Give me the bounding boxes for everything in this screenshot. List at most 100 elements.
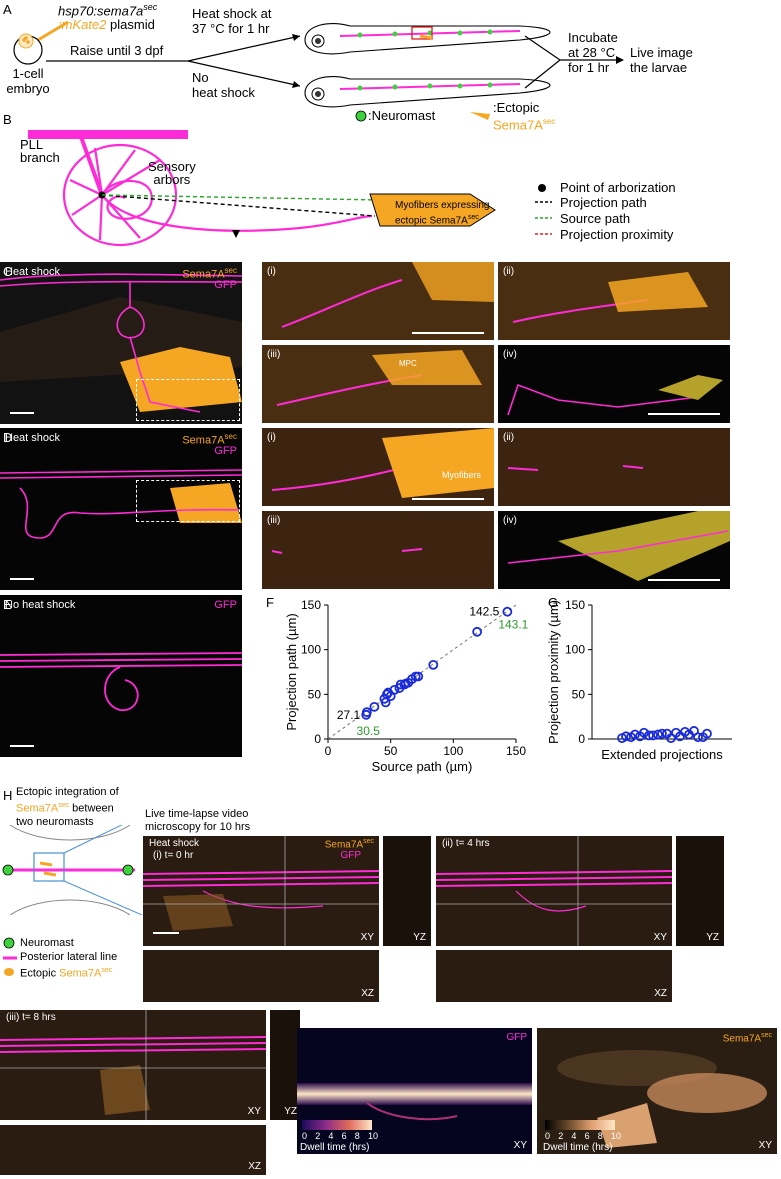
x-tick-label: 0 (325, 744, 332, 758)
colorbar-ticks-sema: 0 2 4 6 8 10 (545, 1131, 621, 1141)
panel-i-t8-yz: YZ (270, 1010, 300, 1120)
panel-g-letter: G (548, 595, 559, 610)
y-tick-label: 50 (572, 687, 586, 701)
legend-point-icon (538, 184, 546, 192)
data-point (675, 731, 685, 742)
pll-nerve-label: PLL nerve (68, 118, 127, 133)
panel-c-inset-iii: (iii) MPC (262, 345, 494, 423)
panel-d-inset-i: (i) Myofibers (262, 428, 494, 506)
source-path-line (101, 194, 381, 201)
data-point (502, 606, 513, 617)
panel-b-schematic (28, 130, 552, 247)
sensory-arbors-shape (62, 143, 373, 247)
panel-e-channel-gfp: GFP (214, 599, 237, 611)
raise-label: Raise until 3 dpf (70, 43, 164, 58)
projection-path-line (101, 194, 376, 217)
injection-needle (37, 20, 69, 42)
ectopic-legend-icon (4, 968, 14, 976)
y-tick-label: 150 (565, 598, 585, 612)
panel-i-t8-xy: (iii) t= 8 hrs XY (0, 1010, 266, 1120)
sensory-arbors-label: Sensory arbors (148, 159, 196, 187)
ectopic-legend-label: :Ectopic Sema7Asec (493, 100, 556, 133)
data-point (361, 707, 372, 718)
panel-d-image: Heat shock Sema7Asec GFP (0, 428, 242, 590)
panel-i-header: Live time-lapse video microscopy for 10 … (145, 808, 251, 833)
myofibers-shape (369, 193, 496, 227)
y-tick-label: 100 (565, 643, 585, 657)
panel-h-letter: H (3, 788, 13, 803)
data-point (389, 684, 400, 695)
panel-i-t0-yz: YZ (383, 836, 431, 946)
panel-g-chart: 0 50 100 150 Extended projections Projection … (546, 598, 732, 762)
panel-i-t4-yz: YZ (676, 836, 724, 946)
panel-d-inset-iii: (iii) (262, 511, 494, 589)
y-axis-label: Projection proximity (µm) (546, 600, 561, 744)
live-image-label: Live image the larvae (630, 45, 693, 75)
panel-e-image: No heat shock GFP (0, 595, 242, 757)
panel-f-letter: F (266, 595, 274, 610)
data-point (648, 730, 658, 741)
no-heat-shock-label: No heat shock (192, 70, 255, 100)
panel-d-channel-gfp: GFP (214, 445, 237, 457)
data-point (369, 701, 380, 712)
panel-c-letter: C (3, 264, 13, 279)
mpc-label: MPC (399, 359, 417, 368)
data-point (657, 728, 667, 739)
panel-i-t0-xz: XZ (143, 950, 379, 1002)
y-tick-label: 50 (308, 687, 322, 701)
heat-shock-label: Heat shock at 37 °C for 1 hr (192, 6, 272, 36)
data-point (684, 729, 694, 740)
myofibers-label: Myofibers expressing ectopic Sema7Asec (395, 200, 490, 227)
scale-bar (10, 412, 34, 414)
panel-j-gfp-image: GFP XY (297, 1028, 532, 1154)
data-point (639, 727, 649, 738)
larva-no-heat-shock-icon (304, 75, 551, 108)
data-point (428, 659, 439, 670)
panel-d-title: Heat shock (5, 432, 61, 444)
identity-line (327, 604, 517, 740)
panel-d-inset-iv: (iv) (498, 511, 730, 589)
data-point (630, 729, 640, 740)
ectopic-legend-icon (470, 112, 490, 120)
panel-c-channel-gfp: GFP (214, 279, 237, 291)
data-point (621, 731, 631, 742)
pll-branch-label: PLL branch (20, 137, 60, 165)
panel-h-schematic (2, 825, 142, 915)
legend-point: Point of arborization (560, 180, 676, 195)
plasmid-label: hsp70:sema7asec (58, 2, 158, 19)
data-point (702, 728, 712, 739)
panel-f-chart: 0 50 100 150 0 50 100 150 Source path (µm) Projec… (284, 598, 529, 774)
pll-nerve-shape (28, 130, 188, 139)
annotation-label: 142.5 (469, 605, 499, 619)
panel-c-inset-ii: (ii) (498, 262, 730, 340)
data-point (472, 626, 483, 637)
panel-a-letter: A (3, 2, 12, 17)
neuromast-legend-icon (355, 110, 367, 122)
data-point (666, 733, 676, 744)
legend-source-path: Source path (560, 211, 631, 226)
annotation-label: 143.1 (498, 618, 528, 632)
x-tick-label: 150 (506, 744, 526, 758)
x-axis-label: Source path (µm) (372, 759, 473, 774)
larva-heat-shock-icon (304, 22, 551, 55)
myofibers-inset-label: Myofibers (442, 470, 482, 480)
data-point (693, 732, 703, 743)
panel-i-t8-xz: XZ (0, 1125, 266, 1175)
x-tick-label: 100 (443, 744, 463, 758)
colorbar-ticks-gfp: 0 2 4 6 8 10 (302, 1131, 378, 1141)
panel-d-channel-sema: Sema7Asec (182, 432, 237, 447)
data-point (413, 671, 424, 682)
neuromast-legend-label: :Neuromast (368, 108, 436, 123)
panel-j-sema-image: Sema7Asec XY (537, 1028, 777, 1154)
plasmid-label-2: :mKate2 plasmid (58, 17, 155, 32)
colorbar-label-sema: Dwell time (hrs) (543, 1142, 613, 1153)
y-tick-label: 100 (301, 643, 321, 657)
y-tick-label: 150 (301, 598, 321, 612)
panel-h-legend: Neuromast Posterior lateral line Ectopic… (20, 937, 118, 980)
dwell-colorbar-gfp (302, 1120, 372, 1130)
annotation-label: 27.1 (337, 708, 361, 722)
panel-d-letter: D (3, 430, 13, 445)
x-axis-label: Extended projections (601, 747, 723, 762)
panel-c-image: Heat shock Sema7Asec GFP (0, 262, 242, 424)
panel-a-schematic (13, 20, 624, 122)
